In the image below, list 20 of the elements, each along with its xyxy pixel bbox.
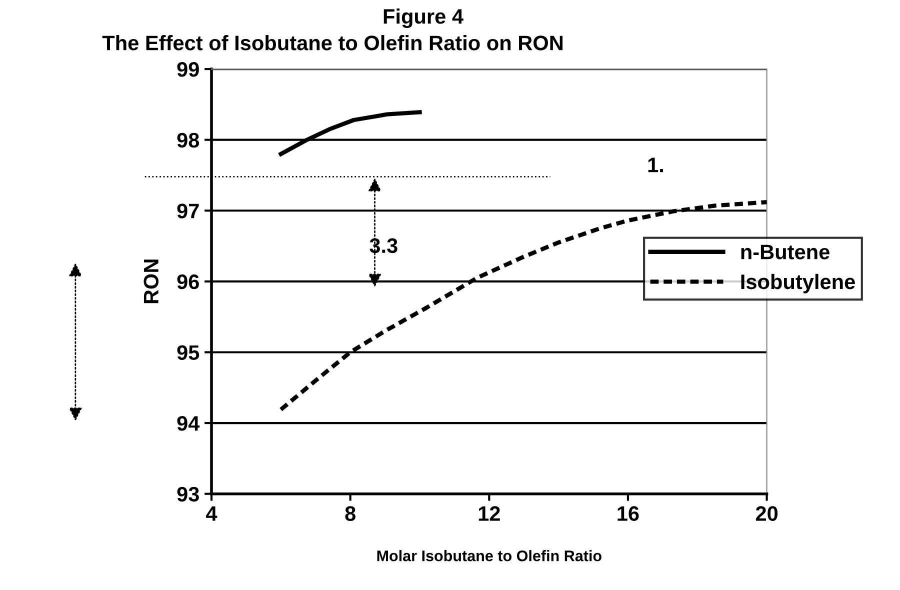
y-tick-label: 94 bbox=[177, 416, 200, 431]
y-axis-title: RON bbox=[144, 260, 159, 304]
legend-label: Isobutylene bbox=[741, 274, 855, 294]
x-axis-title: Molar Isobutane to Olefin Ratio bbox=[377, 550, 602, 562]
y-tick-label: 98 bbox=[177, 132, 200, 148]
annotation: 1. bbox=[648, 158, 663, 172]
x-tick-label: 4 bbox=[206, 506, 218, 521]
x-tick-label: 12 bbox=[478, 506, 500, 521]
y-tick-label: 96 bbox=[177, 274, 199, 290]
annotation: 3.3 bbox=[370, 238, 398, 254]
y-tick-label: 97 bbox=[177, 204, 199, 218]
chart-subtitle: The Effect of Isobutane to Olefin Ratio on RON bbox=[102, 35, 563, 50]
y-tick-label: 95 bbox=[177, 345, 200, 360]
x-tick-label: 16 bbox=[618, 506, 639, 521]
x-tick-label: 8 bbox=[345, 506, 356, 521]
y-tick-label: 93 bbox=[177, 486, 199, 502]
chart-title: Figure 4 bbox=[384, 8, 464, 28]
legend-label: n-Butene bbox=[741, 244, 830, 260]
y-tick-label: 99 bbox=[177, 62, 199, 77]
x-tick-label: 20 bbox=[756, 506, 778, 521]
